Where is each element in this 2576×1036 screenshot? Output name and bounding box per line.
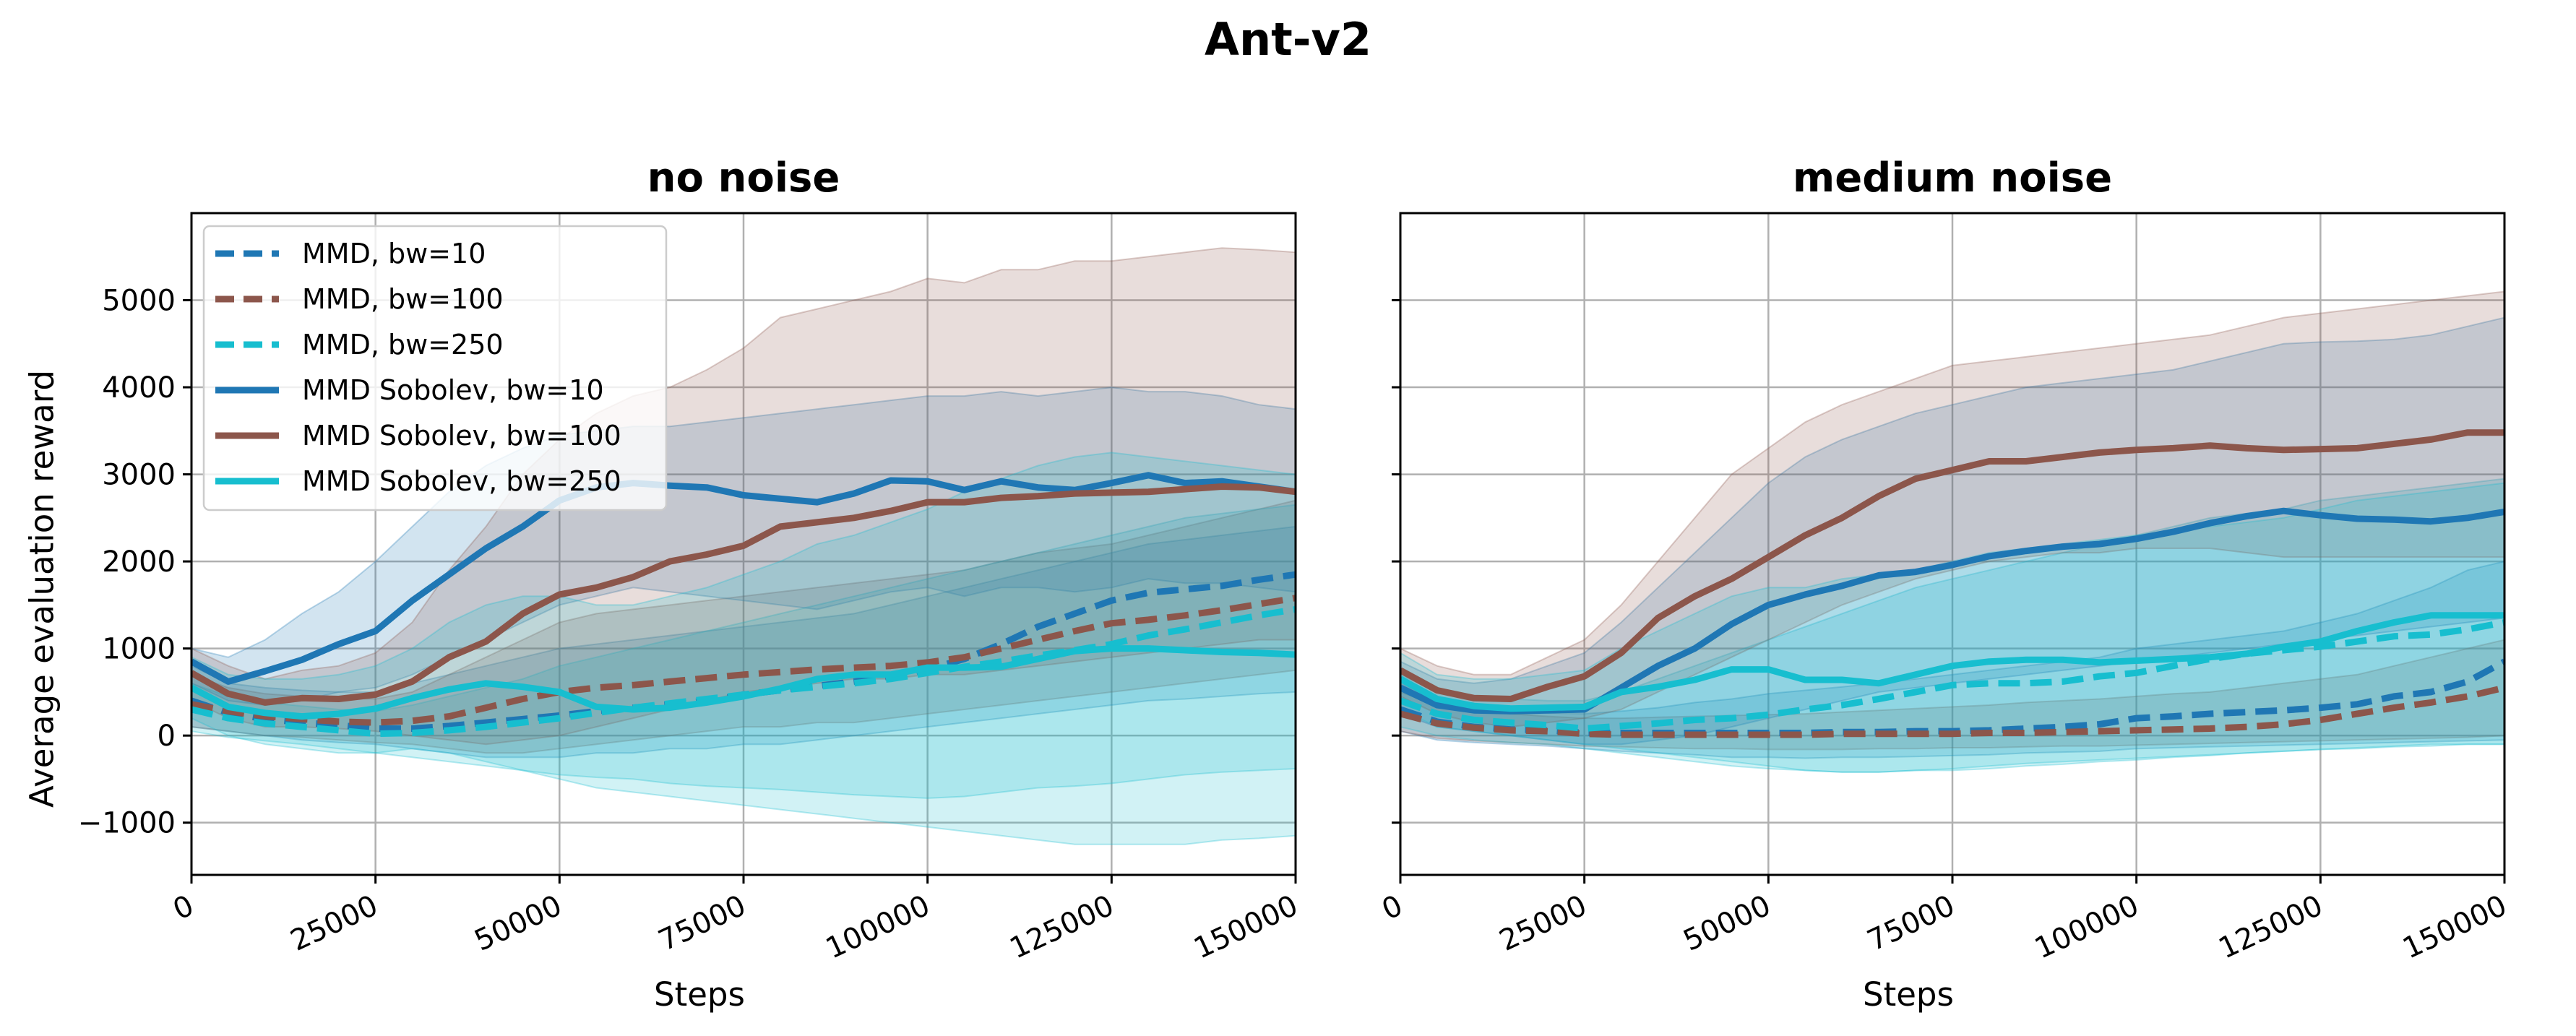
y-tick-label: 2000 — [102, 545, 176, 579]
x-tick-label: 125000 — [1005, 889, 1119, 965]
panel-title-no-noise: no noise — [647, 155, 840, 202]
x-tick-label: 150000 — [1189, 889, 1303, 965]
line-mmd-bw-250 — [1400, 619, 2504, 732]
legend-label-mmd-bw-250: MMD, bw=250 — [302, 329, 504, 361]
band-mmd-sobolev-bw-100 — [1400, 290, 2504, 728]
x-tick-label: 50000 — [1679, 889, 1776, 957]
y-axis-label: Average evaluation reward — [22, 370, 61, 808]
y-tick-label: 1000 — [102, 633, 176, 666]
band-mmd-sobolev-bw-250 — [1400, 482, 2504, 773]
line-mmd-sobolev-bw-100 — [1400, 429, 2504, 702]
band-mmd-bw-250 — [1400, 478, 2504, 773]
x-tick-label: 25000 — [285, 889, 383, 957]
figure-title: Ant-v2 — [1204, 13, 1372, 66]
y-tick-label: 0 — [158, 720, 176, 753]
x-tick-label: 0 — [1377, 889, 1408, 926]
y-tick-label: 3000 — [102, 459, 176, 492]
x-tick-label: 75000 — [653, 889, 751, 957]
y-tick-label: 5000 — [102, 285, 176, 318]
line-mmd-sobolev-bw-100 — [191, 483, 1296, 706]
line-mmd-sobolev-bw-250 — [191, 645, 1296, 720]
band-mmd-bw-100 — [191, 499, 1296, 754]
band-mmd-bw-250 — [191, 504, 1296, 799]
line-mmd-sobolev-bw-250 — [1400, 612, 2504, 712]
panel-no-noise: 0 25000 50000 75000 100000 125000 150000 −1000 0… — [78, 212, 1303, 966]
x-tick-label: 50000 — [470, 889, 567, 957]
band-mmd-sobolev-bw-10 — [1400, 316, 2504, 746]
plot-area — [191, 247, 1296, 845]
legend-label-mmd-bw-100: MMD, bw=100 — [302, 283, 504, 315]
legend: MMD, bw=10 MMD, bw=100 MMD, bw=250 MMD Sobo… — [202, 225, 668, 511]
x-axis-label-left: Steps — [654, 975, 745, 1014]
x-tick-label: 75000 — [1862, 889, 1960, 957]
x-tick-label: 100000 — [821, 889, 935, 965]
legend-box — [202, 225, 668, 511]
plot-area — [1400, 290, 2504, 773]
x-tick-label: 125000 — [2214, 889, 2328, 965]
line-mmd-bw-100 — [1400, 684, 2504, 738]
legend-label-mmd-sobolev-bw-100: MMD Sobolev, bw=100 — [302, 420, 621, 452]
x-tick-label: 25000 — [1494, 889, 1592, 957]
line-mmd-sobolev-bw-10 — [191, 472, 1296, 685]
legend-label-mmd-sobolev-bw-10: MMD Sobolev, bw=10 — [302, 374, 604, 406]
x-tick-label: 0 — [168, 889, 199, 926]
line-mmd-bw-100 — [191, 595, 1296, 726]
band-mmd-bw-10 — [1400, 561, 2504, 759]
panel-medium-noise: 0 25000 50000 75000 100000 125000 150000 — [1377, 212, 2512, 966]
legend-label-mmd-sobolev-bw-250: MMD Sobolev, bw=250 — [302, 465, 621, 497]
x-tick-label: 150000 — [2398, 889, 2512, 965]
legend-label-mmd-bw-10: MMD, bw=10 — [302, 238, 486, 269]
band-mmd-sobolev-bw-250 — [191, 452, 1296, 845]
x-tick-label: 100000 — [2030, 889, 2144, 965]
band-mmd-bw-10 — [191, 525, 1296, 759]
panel-title-medium-noise: medium noise — [1792, 155, 2113, 202]
y-tick-label: −1000 — [78, 807, 176, 840]
y-tick-label: 4000 — [102, 371, 176, 405]
x-axis-label-right: Steps — [1863, 975, 1954, 1014]
